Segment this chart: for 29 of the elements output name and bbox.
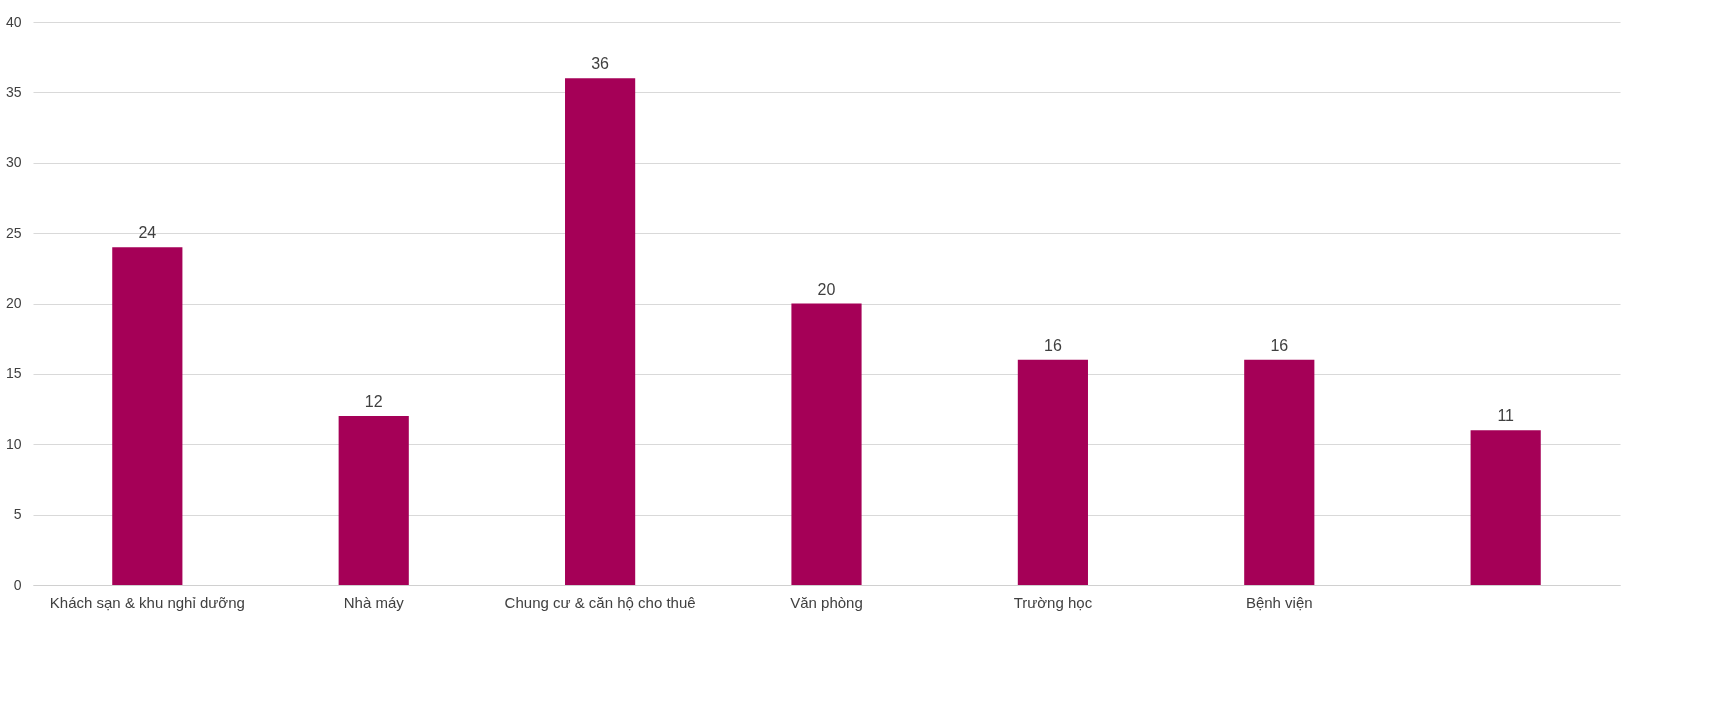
bar: [112, 247, 183, 585]
x-tick-label: Bệnh viện: [1245, 593, 1313, 611]
y-tick-label: 40: [5, 13, 22, 30]
data-label: 20: [817, 280, 836, 298]
data-label: 12: [364, 393, 383, 411]
bar: [565, 78, 636, 585]
y-tick-label: 5: [13, 506, 22, 523]
bar: [1470, 430, 1541, 585]
y-tick-label: 0: [13, 576, 22, 593]
y-tick-label: 10: [5, 435, 22, 452]
bar: [1244, 359, 1315, 585]
y-tick-label: 35: [5, 83, 22, 100]
bar: [338, 416, 409, 585]
data-label: 11: [1497, 407, 1515, 425]
x-tick-label: Văn phòng: [790, 593, 863, 611]
y-tick-label: 25: [5, 224, 22, 241]
data-label: 36: [591, 55, 610, 73]
x-tick-label: Trường học: [1013, 593, 1093, 611]
y-tick-label: 20: [5, 295, 22, 311]
data-label: 16: [1043, 336, 1062, 354]
bar: [1017, 359, 1088, 585]
x-tick-label: Khách sạn & khu nghỉ dưỡng: [49, 593, 245, 611]
y-tick-label: 30: [5, 154, 22, 171]
x-tick-label: Nhà máy: [343, 593, 405, 611]
y-tick-label: 15: [5, 365, 22, 382]
bar: [791, 303, 862, 585]
x-tick-label: Chung cư & căn hộ cho thuê: [504, 593, 696, 611]
data-label: 16: [1270, 336, 1289, 354]
data-label: 24: [138, 224, 157, 242]
